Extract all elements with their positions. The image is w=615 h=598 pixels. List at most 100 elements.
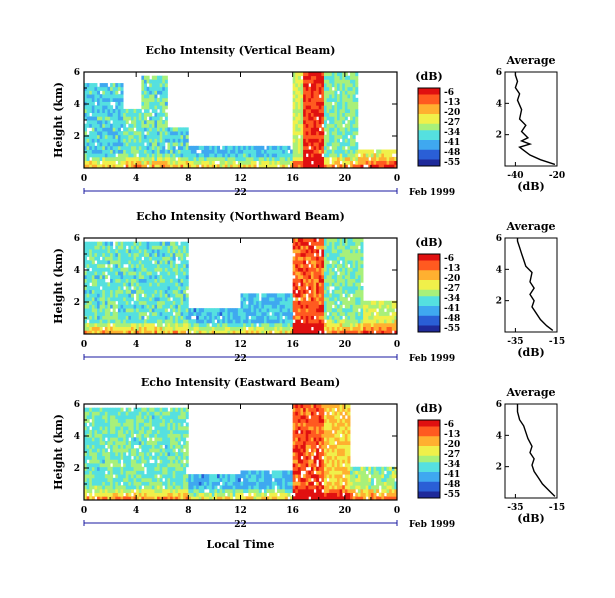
heatmap-cell [217, 474, 221, 479]
heatmap-cell [342, 131, 346, 136]
profile-frame [504, 71, 558, 167]
x-tick-label: 0 [394, 340, 400, 350]
heatmap-cell [180, 459, 184, 464]
heatmap-cell [323, 271, 327, 276]
heatmap-cell [138, 164, 142, 169]
heatmap-cell [185, 160, 189, 165]
heatmap-cell [170, 300, 174, 305]
profile-y-tick-label: 2 [496, 131, 502, 141]
heatmap-cell [146, 138, 150, 143]
heatmap-cell [350, 249, 354, 254]
heatmap-cell [159, 293, 163, 298]
heatmap-cell [177, 138, 181, 143]
heatmap-cell [167, 481, 171, 486]
heatmap-cell [190, 496, 194, 501]
heatmap-cell [159, 86, 163, 91]
heatmap-cell [89, 459, 93, 464]
heatmap-cell [117, 267, 121, 272]
heatmap-cell [167, 260, 171, 265]
heatmap-cell [378, 156, 382, 162]
heatmap-cell [86, 241, 90, 246]
heatmap-cell [308, 112, 312, 117]
heatmap-cell [143, 241, 147, 246]
heatmap-cell [206, 326, 210, 331]
heatmap-cell [115, 256, 119, 261]
heatmap-cell [300, 252, 304, 257]
heatmap-cell [154, 79, 158, 84]
heatmap-cell [279, 153, 283, 158]
heatmap-cell [180, 293, 184, 298]
heatmap-cell [149, 134, 153, 139]
heatmap-cell [94, 134, 98, 139]
heatmap-cell [326, 101, 330, 106]
heatmap-cell [297, 330, 301, 335]
heatmap-cell [180, 315, 184, 320]
heatmap-cell [154, 289, 158, 294]
heatmap-cell [97, 97, 101, 102]
heatmap-cell [305, 300, 309, 305]
heatmap-cell [107, 488, 111, 494]
heatmap-cell [266, 160, 270, 165]
heatmap-cell [287, 315, 291, 320]
heatmap-cell [102, 319, 106, 324]
heatmap-cell [123, 437, 127, 442]
heatmap-cell [112, 123, 116, 128]
heatmap-cell [99, 422, 103, 427]
heatmap-cell [342, 330, 346, 335]
heatmap-cell [102, 252, 106, 257]
heatmap-cell [170, 433, 174, 438]
heatmap-cell [164, 160, 168, 165]
heatmap-cell [352, 153, 356, 158]
heatmap-cell [115, 112, 119, 117]
heatmap-cell [115, 422, 119, 427]
heatmap-cell [290, 149, 294, 154]
heatmap-cell [185, 444, 189, 449]
heatmap-cell [177, 437, 181, 442]
heatmap-cell [172, 470, 176, 475]
heatmap-cell [175, 164, 179, 169]
heatmap-cell [115, 293, 119, 298]
heatmap-cell [154, 452, 158, 457]
heatmap-cell [89, 440, 93, 446]
heatmap-cell [120, 485, 124, 490]
heatmap-cell [339, 282, 343, 287]
heatmap-cell [167, 455, 171, 460]
heatmap-cell [365, 322, 369, 328]
heatmap-cell [107, 249, 111, 254]
heatmap-cell [157, 470, 161, 475]
heatmap-cell [130, 160, 134, 165]
heatmap-cell [297, 112, 301, 117]
heatmap-cell [123, 466, 127, 471]
heatmap-cell [326, 79, 330, 84]
heatmap-cell [376, 300, 380, 305]
heatmap-cell [326, 319, 330, 324]
heatmap-cell [237, 315, 241, 320]
heatmap-cell [154, 86, 158, 91]
heatmap-cell [162, 422, 166, 427]
heatmap-cell [99, 407, 103, 412]
heatmap-cell [347, 112, 351, 117]
heatmap-cell [120, 289, 124, 294]
heatmap-cell [115, 263, 119, 268]
heatmap-cell [269, 156, 273, 162]
heatmap-cell [347, 97, 351, 102]
heatmap-cell [222, 145, 226, 150]
heatmap-cell [172, 300, 176, 305]
heatmap-cell [185, 142, 189, 147]
heatmap-cell [143, 496, 147, 501]
heatmap-cell [214, 315, 218, 320]
heatmap-cell [164, 485, 168, 490]
heatmap-cell [141, 123, 145, 128]
heatmap-cell [84, 411, 88, 416]
heatmap-cell [89, 145, 93, 150]
heatmap-cell [141, 492, 145, 497]
heatmap-cell [316, 86, 320, 91]
heatmap-cell [188, 496, 192, 501]
heatmap-cell [164, 245, 168, 250]
heatmap-cell [310, 123, 314, 128]
heatmap-cell [347, 286, 351, 291]
heatmap-cell [342, 319, 346, 324]
heatmap-cell [334, 245, 338, 250]
heatmap-cell [326, 112, 330, 117]
heatmap-cell [143, 156, 147, 162]
